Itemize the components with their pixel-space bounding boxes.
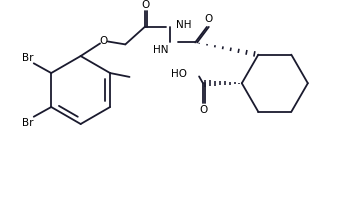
Text: HO: HO (171, 69, 188, 79)
Text: HN: HN (152, 45, 168, 55)
Text: Br: Br (22, 52, 33, 62)
Text: O: O (200, 106, 208, 115)
Text: O: O (142, 0, 150, 10)
Text: Br: Br (22, 118, 33, 127)
Text: O: O (205, 14, 213, 24)
Text: O: O (100, 36, 108, 45)
Text: NH: NH (176, 20, 191, 30)
